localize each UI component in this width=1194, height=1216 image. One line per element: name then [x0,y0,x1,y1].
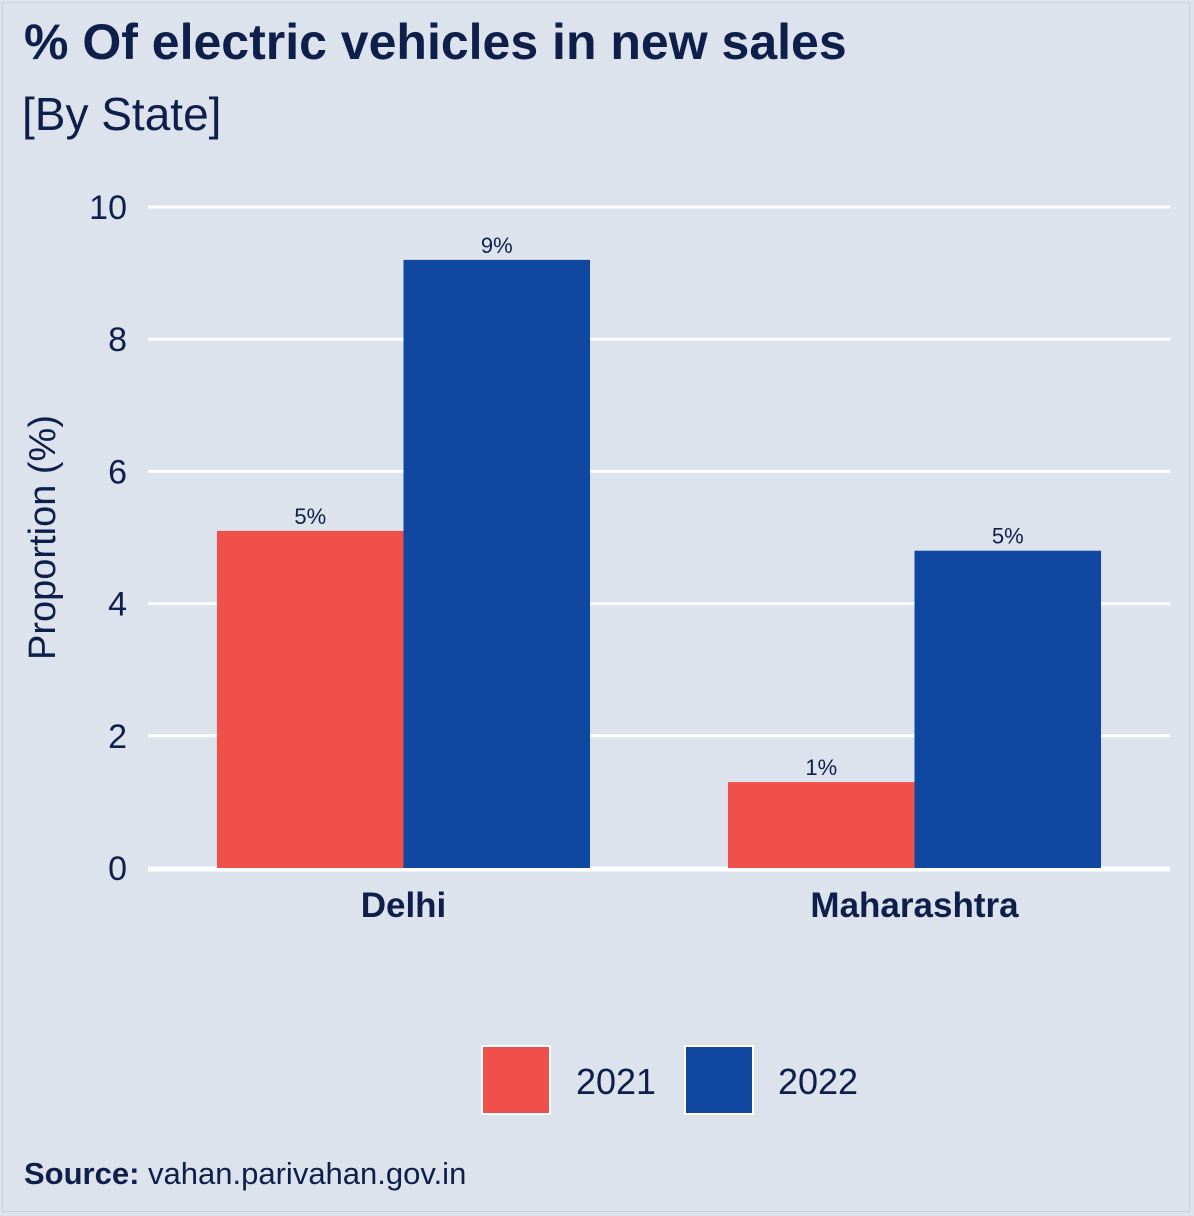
legend-label-2021: 2021 [576,1061,656,1102]
y-tick-label: 8 [108,321,127,359]
legend-swatch-2022 [684,1045,754,1115]
data-label: 9% [481,233,513,258]
x-tick-label: Delhi [361,886,447,925]
legend-swatch-2021 [481,1045,551,1115]
y-axis-label: Proportion (%) [22,415,64,660]
legend-label-2022: 2022 [778,1061,858,1102]
source-note: Source: vahan.parivahan.gov.in [24,1156,466,1192]
bar-2021 [727,782,915,868]
bar-2021 [216,530,404,868]
source-text: vahan.parivahan.gov.in [148,1156,467,1191]
data-label: 5% [992,524,1024,549]
y-tick-label: 2 [108,718,127,756]
data-label: 1% [805,755,837,780]
chart-subtitle: [By State] [22,88,222,140]
chart-title: % Of electric vehicles in new sales [24,14,847,70]
bar-2022 [914,550,1102,868]
bar-2022 [403,259,591,868]
y-tick-label: 4 [108,586,127,624]
y-tick-label: 6 [108,453,127,491]
x-tick-label: Maharashtra [810,886,1019,925]
data-label: 5% [294,504,326,529]
y-tick-label: 10 [89,189,127,227]
y-tick-label: 0 [108,850,127,888]
source-label: Source: [24,1156,140,1191]
